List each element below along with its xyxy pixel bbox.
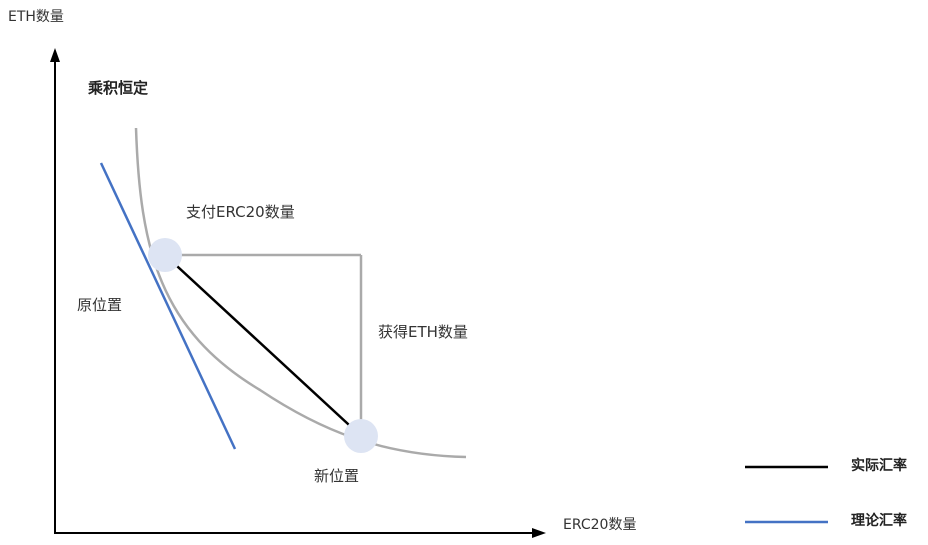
original-position-label: 原位置	[77, 296, 123, 314]
receive-amount-label: 获得ETH数量	[378, 323, 468, 341]
y-axis-label: ETH数量	[8, 9, 64, 25]
theoretical-rate-line	[99, 162, 237, 450]
new-position-label: 新位置	[314, 467, 360, 485]
x-axis-label: ERC20数量	[563, 517, 637, 533]
original-position-point	[148, 238, 182, 272]
new-position-point	[344, 419, 378, 453]
y-axis-arrow-icon	[50, 48, 60, 62]
legend-theoretical-rate-label: 理论汇率	[851, 513, 907, 529]
pay-amount-label: 支付ERC20数量	[186, 203, 295, 221]
actual-rate-line	[164, 254, 362, 437]
legend-actual-rate-label: 实际汇率	[851, 458, 907, 474]
x-axis-arrow-icon	[532, 528, 546, 538]
diagram-title: 乘积恒定	[88, 79, 149, 97]
constant-product-curve	[134, 127, 467, 459]
